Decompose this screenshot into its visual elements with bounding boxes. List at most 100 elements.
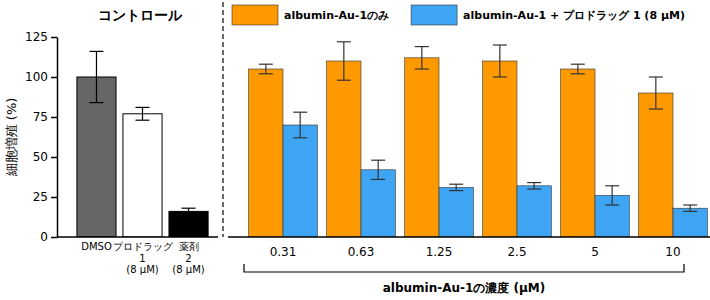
y-tick-mark xyxy=(51,197,57,199)
x-tick: 5 xyxy=(591,237,599,259)
x-tick-label: 薬剤2(8 μM) xyxy=(172,241,204,275)
error-cap xyxy=(493,44,507,45)
legend-label: albumin-Au-1のみ xyxy=(284,9,389,22)
error-cap xyxy=(371,179,385,180)
x-axis: 0.31 0.63 1.25 2.5 5 10 xyxy=(228,237,710,259)
chart-svg: 0255075100125DMSOプロドラッグ1(8 μM)薬剤2(8 μM)コ… xyxy=(0,0,710,300)
error-cap xyxy=(337,80,351,81)
error-cap xyxy=(649,76,663,77)
error-cap xyxy=(449,184,463,185)
x-tick-label-line: (8 μM) xyxy=(126,264,158,275)
bar xyxy=(483,61,517,237)
error-line xyxy=(142,107,143,120)
error-line xyxy=(499,45,500,77)
x-tick-label: プロドラッグ1(8 μM) xyxy=(113,241,174,275)
error-line xyxy=(188,208,189,214)
x-tick-label: 1.25 xyxy=(426,245,453,259)
bar xyxy=(283,125,317,237)
error-cap xyxy=(293,137,307,138)
x-tick-label-line: 1 xyxy=(139,253,145,264)
x-tick: プロドラッグ1(8 μM) xyxy=(113,237,174,275)
error-cap xyxy=(605,204,619,205)
error-cap xyxy=(683,211,697,212)
y-tick: 100 xyxy=(25,70,57,84)
error-cap xyxy=(371,160,385,161)
error-cap xyxy=(259,64,273,65)
legend-swatch xyxy=(232,5,278,25)
legend-swatch xyxy=(411,5,457,25)
x-axis-line xyxy=(57,236,218,238)
x-tick: 2.5 xyxy=(507,237,526,259)
y-tick-mark xyxy=(51,157,57,159)
error-cap xyxy=(136,120,150,121)
bar xyxy=(123,114,162,237)
y-tick: 25 xyxy=(33,190,57,204)
divider xyxy=(222,2,223,237)
y-tick-label: 25 xyxy=(33,190,48,204)
bracket xyxy=(244,264,684,272)
error-bar xyxy=(89,51,103,102)
y-tick: 0 xyxy=(40,230,57,244)
error-bar xyxy=(605,186,619,205)
error-cap xyxy=(293,112,307,113)
y-tick-label: 50 xyxy=(33,150,48,164)
series-bars xyxy=(249,42,708,237)
error-cap xyxy=(337,41,351,42)
error-bar xyxy=(449,184,463,190)
x-tick-label: 10 xyxy=(665,245,680,259)
y-axis-title: 細胞増殖 (%) xyxy=(4,98,19,178)
x-tick: 1.25 xyxy=(426,237,453,259)
control-bars xyxy=(77,51,208,237)
error-line xyxy=(96,51,97,102)
x-tick-label: 0.63 xyxy=(348,245,375,259)
x-tick-label-line: (8 μM) xyxy=(172,264,204,275)
error-cap xyxy=(571,73,585,74)
error-line xyxy=(690,205,691,211)
bar xyxy=(361,170,395,237)
error-line xyxy=(655,77,656,109)
error-bar xyxy=(415,47,429,69)
error-line xyxy=(577,64,578,74)
y-tick: 50 xyxy=(33,150,57,164)
error-bar xyxy=(259,64,273,74)
y-tick-label: 0 xyxy=(40,230,48,244)
y-axis-line xyxy=(57,38,59,238)
x-axis-title: albumin-Au-1の濃度 (μM) xyxy=(383,281,546,295)
error-bar xyxy=(371,160,385,179)
error-bar xyxy=(136,107,150,120)
x-axis-line xyxy=(228,236,710,238)
x-tick: 0.31 xyxy=(270,237,297,259)
error-bar xyxy=(683,205,697,211)
error-bar xyxy=(493,45,507,77)
legend: albumin-Au-1のみ albumin-Au-1 + プロドラッグ 1 (8… xyxy=(232,5,685,25)
error-line xyxy=(612,186,613,205)
error-bar xyxy=(649,77,663,109)
x-tick-label-line: DMSO xyxy=(81,241,112,252)
series xyxy=(249,58,673,237)
legend-item: albumin-Au-1 + プロドラッグ 1 (8 μM) xyxy=(411,5,685,25)
error-bar xyxy=(527,183,541,189)
y-tick-mark xyxy=(51,117,57,119)
legend-item: albumin-Au-1のみ xyxy=(232,5,389,25)
error-cap xyxy=(493,76,507,77)
bar xyxy=(439,187,473,237)
bar xyxy=(327,61,361,237)
bar xyxy=(405,58,439,237)
error-cap xyxy=(182,208,196,209)
y-tick-label: 100 xyxy=(25,70,48,84)
x-axis-control: DMSOプロドラッグ1(8 μM)薬剤2(8 μM) xyxy=(57,237,218,275)
error-cap xyxy=(683,204,697,205)
error-line xyxy=(534,183,535,189)
x-tick-label: DMSO xyxy=(81,241,112,252)
x-tick: 薬剤2(8 μM) xyxy=(172,237,204,275)
error-line xyxy=(378,160,379,179)
bar xyxy=(169,211,208,237)
title: コントロール xyxy=(98,7,183,23)
error-cap xyxy=(649,108,663,109)
error-line xyxy=(300,112,301,138)
x-tick-label: 2.5 xyxy=(507,245,526,259)
error-cap xyxy=(571,64,585,65)
error-bar xyxy=(293,112,307,138)
bar xyxy=(517,186,551,237)
y-tick-label: 125 xyxy=(25,30,48,44)
